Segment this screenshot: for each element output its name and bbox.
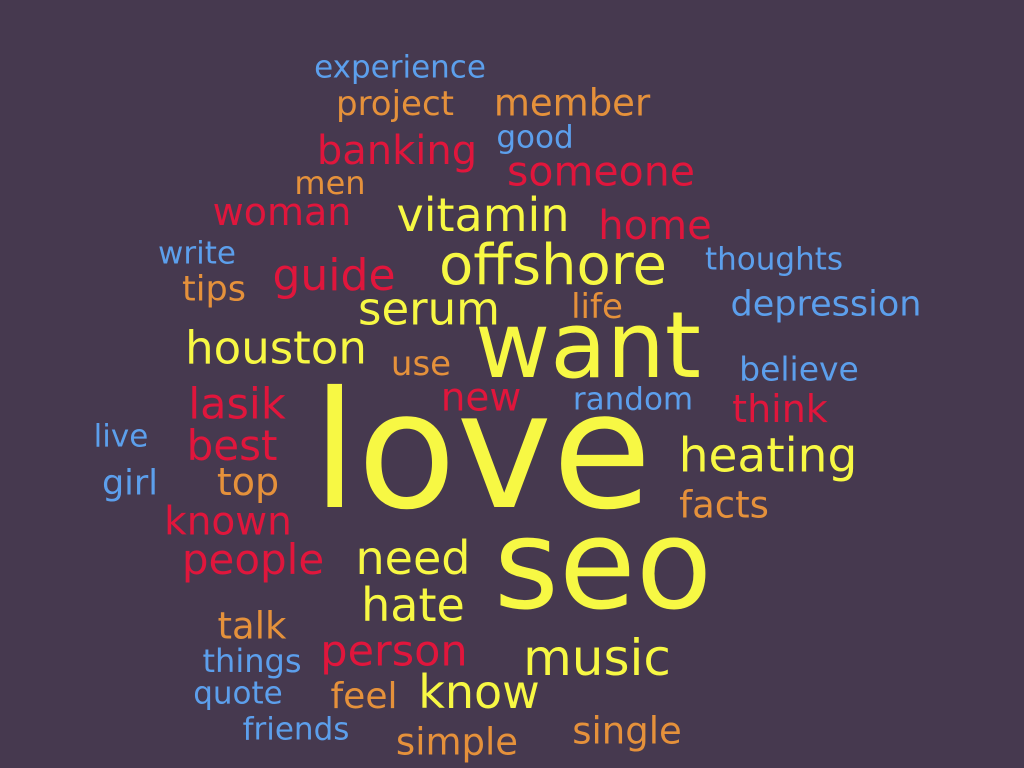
word-simple: simple — [395, 720, 519, 764]
word-lasik: lasik — [188, 379, 286, 430]
word-seo: seo — [493, 492, 713, 638]
word-known: known — [164, 499, 292, 545]
word-music: music — [523, 629, 671, 687]
word-project: project — [335, 84, 455, 124]
word-single: single — [572, 709, 682, 753]
word-best: best — [186, 421, 278, 470]
word-live: live — [93, 418, 149, 455]
word-friends: friends — [242, 711, 350, 748]
word-tips: tips — [182, 269, 246, 310]
word-want: want — [474, 292, 702, 399]
word-talk: talk — [217, 604, 287, 648]
word-facts: facts — [679, 483, 769, 527]
word-new: new — [440, 375, 522, 421]
word-woman: woman — [212, 190, 352, 234]
word-experience: experience — [314, 49, 486, 86]
word-offshore: offshore — [438, 233, 668, 298]
word-girl: girl — [101, 463, 159, 504]
word-know: know — [418, 665, 540, 719]
word-need: need — [355, 531, 471, 585]
word-home: home — [598, 203, 712, 249]
word-love: love — [312, 358, 652, 546]
word-vitamin: vitamin — [396, 188, 570, 242]
word-men: men — [294, 164, 366, 202]
word-believe: believe — [739, 349, 859, 389]
word-quote: quote — [193, 675, 283, 712]
word-someone: someone — [507, 147, 695, 196]
word-person: person — [320, 626, 468, 677]
word-member: member — [493, 81, 651, 125]
word-thoughts: thoughts — [704, 241, 844, 278]
word-random: random — [572, 381, 694, 418]
word-things: things — [202, 642, 302, 680]
word-guide: guide — [272, 250, 396, 301]
word-feel: feel — [330, 676, 398, 717]
word-heating: heating — [678, 428, 858, 484]
word-banking: banking — [316, 128, 478, 174]
word-life: life — [571, 287, 623, 327]
word-depression: depression — [730, 284, 922, 325]
word-good: good — [496, 119, 574, 156]
word-hate: hate — [361, 578, 465, 632]
word-top: top — [216, 460, 280, 504]
word-think: think — [732, 387, 828, 431]
word-houston: houston — [185, 321, 367, 375]
word-serum: serum — [358, 282, 500, 336]
word-write: write — [158, 235, 236, 272]
word-people: people — [181, 535, 325, 584]
word-use: use — [390, 344, 452, 384]
